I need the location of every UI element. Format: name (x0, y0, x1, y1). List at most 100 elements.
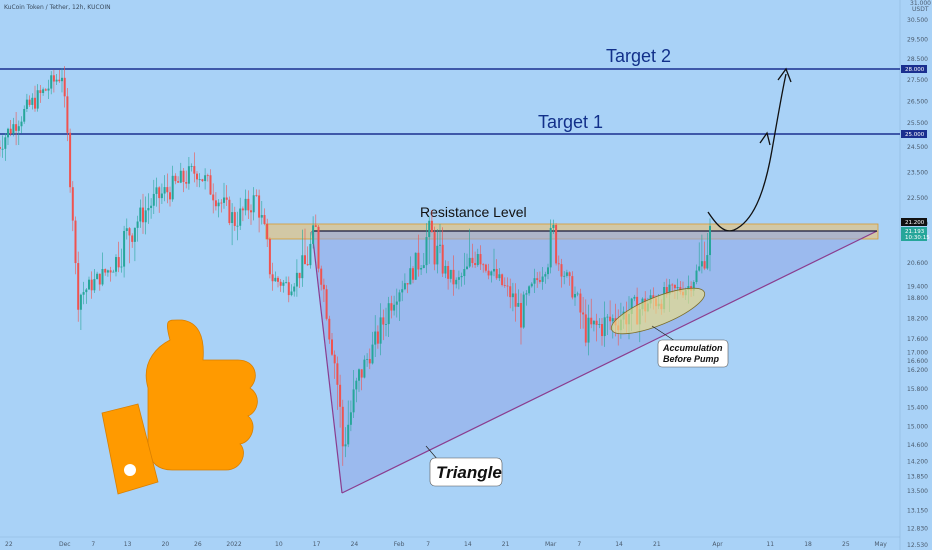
candle-body (398, 292, 401, 302)
candle-body (482, 264, 485, 266)
candle-body (158, 187, 161, 199)
candle-body (214, 200, 217, 207)
candle-body (7, 128, 9, 138)
candle-body (314, 225, 317, 227)
candle-body (498, 274, 501, 279)
candle-body (584, 314, 587, 343)
candle-body (93, 279, 96, 291)
time-tick-label: 14 (464, 541, 472, 548)
candle-body (169, 192, 171, 200)
time-tick-label: Dec (59, 541, 71, 548)
candle-body (517, 302, 520, 307)
last-price-tag (901, 227, 927, 241)
candle-body (582, 312, 585, 315)
candle-body (287, 282, 290, 296)
price-tick-label: 17.000 (907, 349, 928, 356)
target1-price-text: 25.000 (905, 132, 925, 138)
price-tick-label: 16.600 (907, 358, 928, 365)
candle-body (460, 276, 463, 278)
candle-body (382, 317, 385, 325)
candle-body (376, 331, 379, 344)
resistance-price-text: 21.200 (905, 220, 925, 226)
candle-body (530, 283, 533, 287)
time-tick-label: 7 (426, 541, 430, 548)
candle-body (117, 257, 120, 268)
candle-body (347, 424, 350, 445)
projection-arrow-1 (759, 131, 771, 146)
time-tick-label: 20 (162, 541, 170, 548)
candle-body (196, 173, 198, 180)
candle-body (266, 223, 269, 240)
candle-body (28, 99, 31, 105)
candle-body (90, 279, 93, 291)
candle-body (285, 282, 288, 284)
price-tick-label: 20.600 (907, 260, 928, 267)
candle-body (606, 316, 609, 318)
price-tick-label: 18.800 (907, 295, 928, 302)
candle-body (228, 199, 231, 224)
candle-body (12, 124, 15, 134)
candle-body (128, 228, 131, 236)
candle-body (295, 272, 298, 287)
candle-body (541, 276, 544, 282)
price-tick-label: 15.400 (907, 405, 928, 412)
candle-body (652, 295, 655, 299)
candle-body (387, 303, 390, 325)
target1-price-tag (901, 130, 927, 138)
candle-body (709, 225, 711, 256)
price-tick-label: 27.500 (907, 77, 928, 84)
price-tick-label: 26.500 (907, 99, 928, 106)
time-tick-label: 18 (804, 541, 812, 548)
candle-body (544, 274, 547, 277)
candle-body (449, 269, 452, 279)
price-tick-label: 22.500 (907, 195, 928, 202)
candle-body (676, 287, 679, 289)
price-tick-label: 15.000 (907, 423, 928, 430)
candle-body (258, 195, 261, 218)
time-tick-label: Feb (394, 541, 405, 548)
candle-body (217, 202, 220, 207)
price-tick-label: 28.500 (907, 56, 928, 63)
candle-body (220, 202, 223, 204)
candle-body (673, 284, 676, 289)
triangle-callout-box (429, 457, 503, 487)
candle-body (671, 284, 674, 286)
candle-body (417, 252, 420, 270)
candle-body (698, 266, 701, 271)
last-time-text: 10:30:15 (905, 235, 930, 241)
candle-body (341, 406, 344, 447)
time-tick-label: 17 (313, 541, 321, 548)
candle-body (563, 275, 566, 277)
time-tick-label: 14 (615, 541, 623, 548)
candle-body (223, 197, 225, 203)
candle-body (241, 208, 244, 211)
candle-body (136, 221, 139, 228)
candle-body (290, 291, 293, 296)
candle-body (603, 317, 606, 337)
candle-body (557, 263, 560, 265)
candle-body (123, 230, 126, 267)
candle-body (309, 243, 312, 266)
candle-body (55, 79, 58, 82)
triangle-pattern (312, 231, 877, 493)
candle-body (50, 75, 53, 89)
candle-body (466, 266, 468, 270)
target2-price-tag (901, 65, 927, 73)
candle-body (185, 181, 188, 184)
price-tick-label: 14.600 (907, 442, 928, 449)
candle-body (293, 286, 296, 292)
candle-body (61, 77, 63, 82)
candle-body (98, 273, 101, 285)
candle-body (209, 175, 212, 195)
candle-body (317, 226, 320, 269)
candle-body (274, 277, 277, 282)
candle-body (630, 298, 633, 314)
projection-arrow-2 (777, 67, 792, 83)
candle-body (687, 286, 690, 290)
candle-body (104, 269, 107, 273)
time-tick-label: 26 (194, 541, 202, 548)
candle-body (692, 282, 695, 291)
candle-body (447, 265, 450, 279)
candle-body (374, 331, 377, 345)
